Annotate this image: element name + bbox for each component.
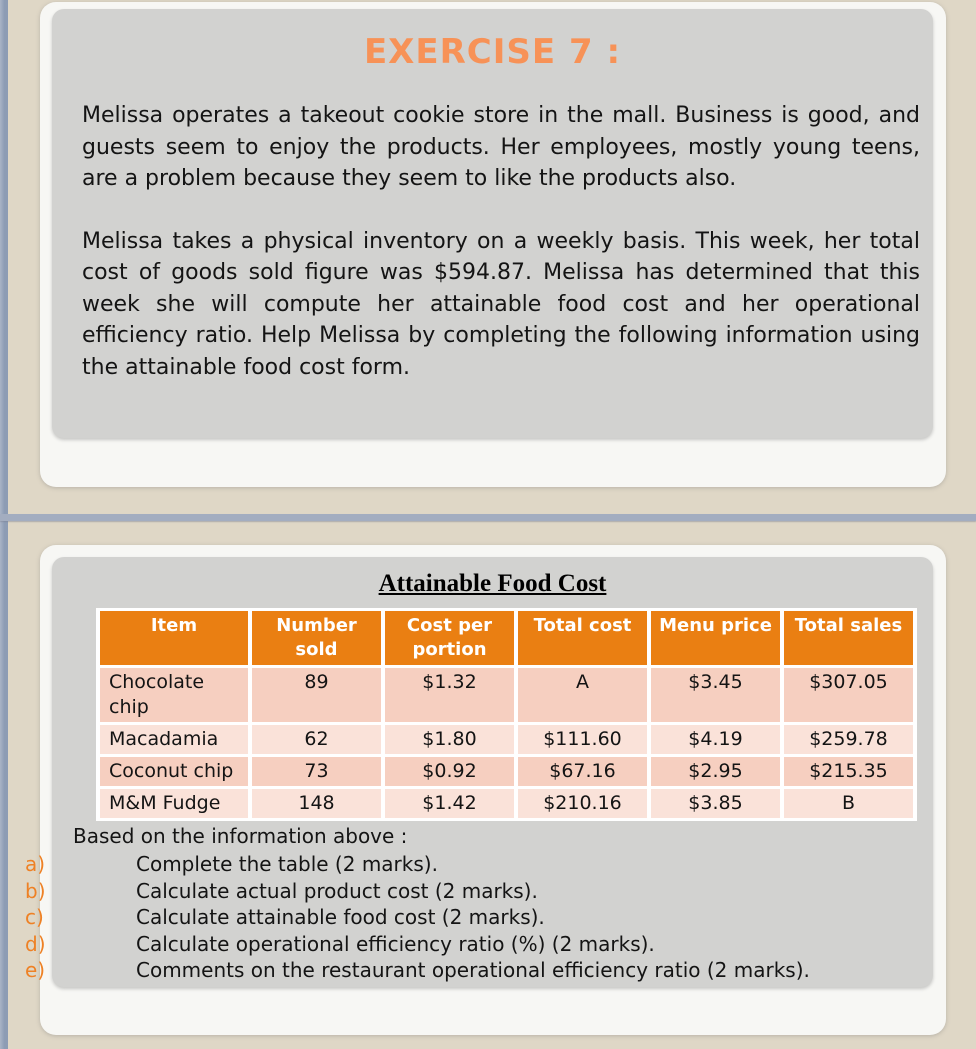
cell-menu-price: $3.45 bbox=[651, 668, 780, 722]
exercise-paragraph-2: Melissa takes a physical inventory on a … bbox=[82, 228, 920, 380]
col-header-item: Item bbox=[100, 611, 248, 665]
cell-cost-per-portion: $1.42 bbox=[385, 789, 514, 818]
question-list: a) Complete the table (2 marks). b) Calc… bbox=[25, 851, 933, 984]
question-item-d: d) Calculate operational efficiency rati… bbox=[25, 931, 933, 958]
cell-item: Chocolate chip bbox=[100, 668, 248, 722]
cell-item: M&M Fudge bbox=[100, 789, 248, 818]
table-header-row: Item Number sold Cost per portion Total … bbox=[100, 611, 913, 665]
left-edge-strip bbox=[0, 0, 8, 1049]
question-item-c: c) Calculate attainable food cost (2 mar… bbox=[25, 904, 933, 931]
question-label-e: e) bbox=[25, 958, 46, 983]
cell-total-sales: $215.35 bbox=[784, 757, 913, 786]
exercise-card: EXERCISE 7 : Melissa operates a takeout … bbox=[40, 2, 946, 487]
table-row-macadamia: Macadamia 62 $1.80 $111.60 $4.19 $259.78 bbox=[100, 725, 913, 754]
col-header-total-cost: Total cost bbox=[518, 611, 647, 665]
cell-total-sales: B bbox=[784, 789, 913, 818]
cell-total-sales: $307.05 bbox=[784, 668, 913, 722]
section-divider bbox=[0, 514, 976, 521]
table-row-chocolate-chip: Chocolate chip 89 $1.32 A $3.45 $307.05 bbox=[100, 668, 913, 722]
question-text-c: Calculate attainable food cost (2 marks)… bbox=[136, 905, 545, 930]
cell-total-sales: $259.78 bbox=[784, 725, 913, 754]
question-text-d: Calculate operational efficiency ratio (… bbox=[136, 931, 655, 956]
col-header-total-sales: Total sales bbox=[784, 611, 913, 665]
question-text-e: Comments on the restaurant operational e… bbox=[136, 958, 810, 983]
based-on-text: Based on the information above : bbox=[73, 824, 408, 848]
cell-item: Macadamia bbox=[100, 725, 248, 754]
worksheet-panel: Attainable Food Cost Item Number sold Co… bbox=[25, 557, 933, 987]
cell-cost-per-portion: $1.80 bbox=[385, 725, 514, 754]
table-row-coconut-chip: Coconut chip 73 $0.92 $67.16 $2.95 $215.… bbox=[100, 757, 913, 786]
question-item-e: e) Comments on the restaurant operationa… bbox=[25, 957, 933, 984]
cell-item: Coconut chip bbox=[100, 757, 248, 786]
question-text-a: Complete the table (2 marks). bbox=[136, 852, 438, 876]
cell-number-sold: 148 bbox=[252, 789, 381, 818]
question-item-a: a) Complete the table (2 marks). bbox=[25, 851, 933, 878]
question-text-b: Calculate actual product cost (2 marks). bbox=[136, 878, 538, 903]
cell-menu-price: $3.85 bbox=[651, 789, 780, 818]
question-label-b: b) bbox=[25, 878, 46, 903]
question-item-b: b) Calculate actual product cost (2 mark… bbox=[25, 878, 933, 905]
question-label-a: a) bbox=[25, 852, 46, 876]
cell-cost-per-portion: $0.92 bbox=[385, 757, 514, 786]
worksheet-card: Attainable Food Cost Item Number sold Co… bbox=[25, 545, 946, 1035]
cell-total-cost: A bbox=[518, 668, 647, 722]
exercise-paragraph-1: Melissa operates a takeout cookie store … bbox=[82, 103, 920, 191]
col-header-cost-per-portion: Cost per portion bbox=[385, 611, 514, 665]
cell-number-sold: 73 bbox=[252, 757, 381, 786]
table-title: Attainable Food Cost bbox=[378, 570, 607, 597]
cell-menu-price: $2.95 bbox=[651, 757, 780, 786]
question-label-d: d) bbox=[25, 931, 46, 956]
exercise-title: EXERCISE 7 : bbox=[363, 32, 622, 72]
table-row-mm-fudge: M&M Fudge 148 $1.42 $210.16 $3.85 B bbox=[100, 789, 913, 818]
col-header-number-sold: Number sold bbox=[252, 611, 381, 665]
cell-number-sold: 89 bbox=[252, 668, 381, 722]
cell-cost-per-portion: $1.32 bbox=[385, 668, 514, 722]
cell-number-sold: 62 bbox=[252, 725, 381, 754]
exercise-panel: EXERCISE 7 : Melissa operates a takeout … bbox=[52, 9, 933, 438]
cell-total-cost: $210.16 bbox=[518, 789, 647, 818]
attainable-food-cost-table: Item Number sold Cost per portion Total … bbox=[96, 608, 917, 821]
question-label-c: c) bbox=[25, 905, 44, 930]
col-header-menu-price: Menu price bbox=[651, 611, 780, 665]
cell-total-cost: $111.60 bbox=[518, 725, 647, 754]
cell-total-cost: $67.16 bbox=[518, 757, 647, 786]
cell-menu-price: $4.19 bbox=[651, 725, 780, 754]
